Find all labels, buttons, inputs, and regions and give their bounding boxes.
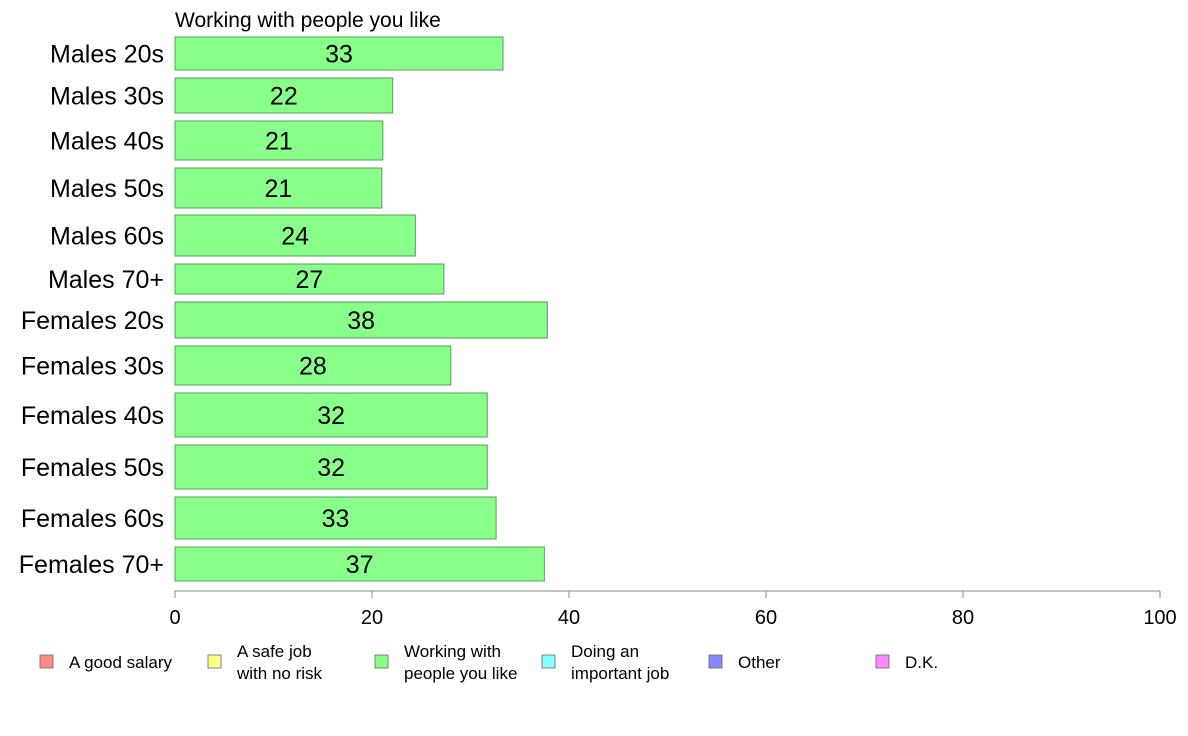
x-tick-label: 100 — [1143, 607, 1176, 629]
legend-label: with no risk — [236, 664, 323, 683]
legend-swatch — [39, 654, 54, 669]
bar — [174, 546, 545, 582]
bar — [174, 496, 497, 540]
bar — [174, 120, 384, 161]
bar-value-label: 38 — [347, 307, 375, 335]
legend-swatch — [207, 654, 222, 669]
legend-swatch — [541, 654, 556, 669]
category-label: Males 40s — [50, 128, 164, 156]
legend-label: Working with — [404, 642, 501, 661]
bar-value-label: 22 — [270, 83, 298, 111]
bar-value-label: 24 — [281, 223, 309, 251]
legend-label: Other — [738, 653, 781, 672]
category-label: Females 20s — [21, 307, 164, 335]
category-label: Males 50s — [50, 175, 164, 203]
bar — [174, 444, 488, 490]
x-axis: 0 20 40 60 80 100 — [169, 590, 1177, 629]
bar — [174, 77, 394, 114]
bar — [174, 345, 452, 386]
bar — [174, 263, 445, 295]
legend-label: Doing an — [571, 642, 639, 661]
chart-title: Working with people you like — [175, 9, 441, 32]
x-tick-label: 80 — [952, 607, 974, 629]
x-tick-label: 0 — [169, 607, 180, 629]
legend: A good salary A safe job with no risk Worki… — [39, 642, 938, 683]
bar-value-label: 21 — [265, 175, 293, 203]
bar-value-label: 32 — [317, 454, 345, 482]
legend-label: A safe job — [237, 642, 312, 661]
category-label: Males 60s — [50, 223, 164, 251]
bars-layer: Males 20s 33 Males 30s 22 Males 40s 21 Males 5… — [19, 36, 548, 582]
category-label: Males 20s — [50, 41, 164, 69]
bar-value-label: 21 — [265, 128, 293, 156]
bar-value-label: 33 — [325, 41, 353, 69]
category-label: Females 30s — [21, 353, 164, 381]
category-label: Females 60s — [21, 505, 164, 533]
bar-value-label: 37 — [346, 551, 374, 579]
legend-label: people you like — [404, 664, 517, 683]
legend-label: D.K. — [905, 653, 938, 672]
legend-label: important job — [571, 664, 669, 683]
bar-value-label: 27 — [296, 266, 324, 294]
bar-value-label: 32 — [317, 402, 345, 430]
legend-swatch — [875, 654, 890, 669]
category-label: Females 40s — [21, 402, 164, 430]
x-tick-label: 40 — [558, 607, 580, 629]
category-label: Females 50s — [21, 454, 164, 482]
bar — [174, 36, 504, 71]
x-tick-label: 20 — [361, 607, 383, 629]
category-label: Males 30s — [50, 83, 164, 111]
bar — [174, 167, 383, 209]
category-label: Males 70+ — [48, 266, 164, 294]
bar-value-label: 28 — [299, 353, 327, 381]
legend-label: A good salary — [69, 653, 173, 672]
x-tick-label: 60 — [755, 607, 777, 629]
legend-swatch — [374, 654, 389, 669]
bar — [174, 214, 416, 257]
bar-value-label: 33 — [322, 505, 350, 533]
legend-swatch — [708, 654, 723, 669]
bar — [174, 392, 488, 438]
category-label: Females 70+ — [19, 551, 164, 579]
bar — [174, 301, 548, 339]
